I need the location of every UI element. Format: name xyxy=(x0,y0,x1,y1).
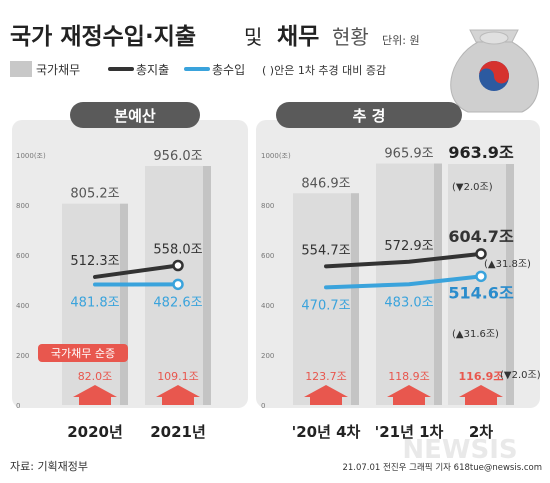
expenditure-line xyxy=(93,263,180,279)
debt-increase-value-label: 109.1조 xyxy=(157,370,199,383)
expenditure-value-label: 604.7조 xyxy=(448,227,514,246)
debt-value-label: 956.0조 xyxy=(153,149,202,164)
y-tick-label: 200 xyxy=(16,352,29,360)
debt-increase-arrow xyxy=(459,385,503,405)
revenue-line xyxy=(324,274,483,290)
expenditure-value-label: 512.3조 xyxy=(70,254,119,269)
debt-bar xyxy=(293,193,359,405)
change-expenditure: (▲31.8조) xyxy=(484,259,531,270)
y-tick-label: 0 xyxy=(261,402,265,410)
y-tick-label: 800 xyxy=(261,202,274,210)
trend-lines xyxy=(93,248,487,291)
y-tick-label: 0 xyxy=(16,402,20,410)
revenue-point xyxy=(172,278,184,291)
title-main: 국가 재정수입·지출 xyxy=(10,24,196,50)
category-label: 2차 xyxy=(469,423,493,441)
debt-bar-shade xyxy=(351,193,359,405)
debt-increase-label: 국가채무 순증 xyxy=(51,347,115,360)
debt-value-label: 963.9조 xyxy=(448,143,514,162)
change-debt-increase: (▼2.0조) xyxy=(500,370,541,381)
debt-bar-shade xyxy=(434,163,442,405)
category-label: 2020년 xyxy=(67,423,123,441)
group-label-left: 본예산 xyxy=(114,107,156,125)
expenditure-point xyxy=(172,259,184,272)
y-tick-label: 800 xyxy=(16,202,29,210)
y-tick-label: 200 xyxy=(261,352,274,360)
legend-debt-swatch xyxy=(10,61,32,77)
legend-debt-label: 국가채무 xyxy=(36,63,80,77)
revenue-value-label: 514.6조 xyxy=(448,283,514,302)
expenditure-line xyxy=(324,251,483,269)
debt-bar-shade xyxy=(120,203,128,405)
debt-value-label: 965.9조 xyxy=(384,147,433,162)
y-tick-label: 1000(조) xyxy=(16,152,46,160)
newsis-logo: NEWSIS xyxy=(402,435,517,465)
left-panel xyxy=(12,120,248,408)
y-tick-label: 1000(조) xyxy=(261,152,291,160)
debt-increase-arrow xyxy=(73,385,117,405)
y-tick-label: 400 xyxy=(261,302,274,310)
expenditure-value-label: 554.7조 xyxy=(301,243,350,258)
expenditure-point xyxy=(475,248,487,260)
category-label: '21년 1차 xyxy=(375,423,444,441)
change-debt: (▼2.0조) xyxy=(452,182,493,193)
legend-expenditure-label: 총지출 xyxy=(136,63,169,77)
debt-value-label: 805.2조 xyxy=(70,187,119,202)
y-tick-label: 400 xyxy=(16,302,29,310)
debt-increase-value-label: 118.9조 xyxy=(388,370,430,383)
value-labels: 805.2조 956.0조 846.9조 965.9조 963.9조 512.3조 558.… xyxy=(70,143,514,313)
revenue-value-label: 481.8조 xyxy=(70,296,119,311)
debt-bar xyxy=(448,164,514,405)
title-light: 현황 xyxy=(332,25,369,49)
revenue-value-label: 482.6조 xyxy=(153,295,202,310)
group-pill-left xyxy=(70,102,200,128)
revenue-value-label: 470.7조 xyxy=(301,298,350,313)
source-label: 자료: 기획재정부 xyxy=(10,460,88,473)
legend-revenue-label: 총수입 xyxy=(212,63,245,77)
debt-bar xyxy=(62,203,128,405)
taegeuk-emblem-icon xyxy=(479,61,509,91)
debt-bar-shade xyxy=(506,164,514,405)
debt-increase-pill xyxy=(38,344,128,362)
debt-bars xyxy=(62,163,514,405)
debt-increase-value-label: 82.0조 xyxy=(78,370,113,383)
revenue-value-label: 483.0조 xyxy=(384,295,433,310)
debt-increase-arrow xyxy=(387,385,431,405)
change-revenue: (▲31.6조) xyxy=(452,329,499,340)
expenditure-value-label: 572.9조 xyxy=(384,239,433,254)
group-pill-right xyxy=(276,102,462,128)
y-axis-ticks: 0 0 200 200 400 400 600 600 800 800 1000(조) 1000(조) xyxy=(16,152,291,410)
debt-increase-arrows: 82.0조 109.1조 123.7조 118.9조 116.9조 xyxy=(73,370,503,405)
group-label-right: 추 경 xyxy=(353,107,386,125)
credit-label: 21.07.01 전진우 그래픽 기자 618tue@newsis.com xyxy=(342,462,542,473)
category-labels: 2020년 2021년 '20년 4차 '21년 1차 2차 xyxy=(67,423,493,441)
y-tick-label: 600 xyxy=(261,252,274,260)
expenditure-value-label: 558.0조 xyxy=(153,243,202,258)
revenue-point xyxy=(475,270,487,283)
debt-increase-value-label: 116.9조 xyxy=(459,370,504,383)
unit-label: 단위: 원 xyxy=(382,34,420,47)
debt-increase-arrow xyxy=(304,385,348,405)
category-label: '20년 4차 xyxy=(292,423,361,441)
debt-bar-shade xyxy=(203,166,211,405)
debt-increase-value-label: 123.7조 xyxy=(305,370,347,383)
title-bold2: 채무 xyxy=(277,24,319,50)
debt-value-label: 846.9조 xyxy=(301,176,350,191)
category-label: 2021년 xyxy=(150,423,206,441)
legend-note: ( )안은 1차 추경 대비 증감 xyxy=(262,64,386,77)
debt-increase-arrow xyxy=(156,385,200,405)
title-connector: 및 xyxy=(244,25,262,49)
y-tick-label: 600 xyxy=(16,252,29,260)
